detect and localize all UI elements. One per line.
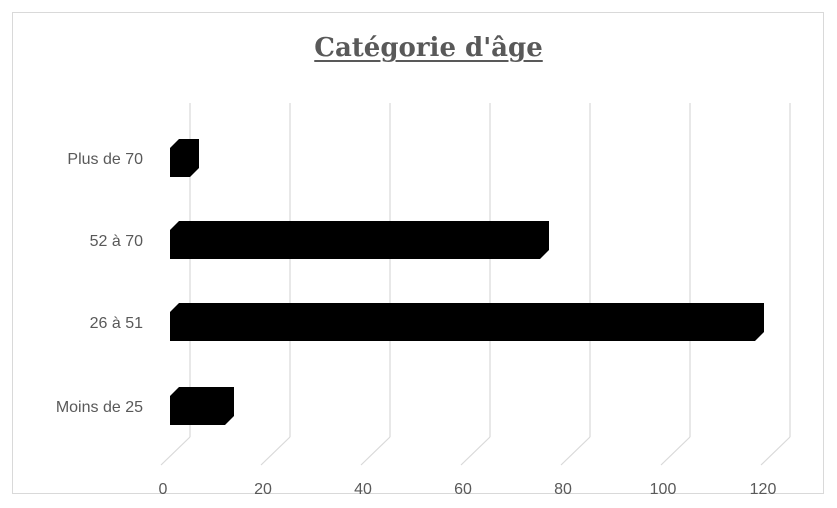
- bar: [170, 303, 764, 341]
- x-tick-label: 60: [454, 481, 472, 498]
- gridline-floor: [660, 436, 691, 466]
- bar: [170, 139, 199, 177]
- y-category-label: 26 à 51: [90, 315, 143, 332]
- gridline-floor: [560, 436, 591, 466]
- x-tick-label: 0: [159, 481, 168, 498]
- gridline-floor: [260, 436, 291, 466]
- x-tick-label: 40: [354, 481, 372, 498]
- x-tick-label: 80: [554, 481, 572, 498]
- chart-title: Catégorie d'âge: [314, 33, 543, 63]
- gridline-floor: [760, 436, 791, 466]
- y-category-label: 52 à 70: [90, 233, 143, 250]
- bar: [170, 221, 549, 259]
- x-tick-label: 100: [650, 481, 677, 498]
- x-tick-label: 20: [254, 481, 272, 498]
- gridline-floor: [460, 436, 491, 466]
- gridline-floor: [360, 436, 391, 466]
- x-tick-label: 120: [750, 481, 777, 498]
- y-category-label: Moins de 25: [56, 399, 143, 416]
- bar: [170, 387, 234, 425]
- y-category-label: Plus de 70: [67, 151, 143, 168]
- gridline-floor: [160, 436, 191, 466]
